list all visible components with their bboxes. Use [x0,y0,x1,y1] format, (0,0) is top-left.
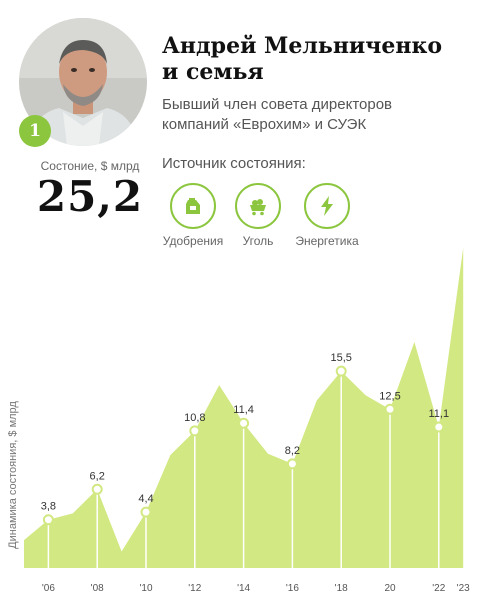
data-label-2018: 15,5 [330,352,351,364]
x-tick-label: '23 [457,583,470,594]
data-point-2022 [433,421,445,433]
source-label-coal: Уголь [242,234,274,248]
x-tick-label: '22 [432,583,445,594]
person-name-line-1: Андрей Мельниченко [162,33,443,59]
data-label-2020: 12,5 [379,390,400,402]
data-point-2016 [286,458,298,470]
data-point-2008 [91,483,103,495]
y-axis-label: Динамика состояния, $ млрд [7,401,19,549]
x-tick-label: '12 [188,583,201,594]
lightning-icon [304,183,350,229]
x-tick-label: '18 [335,583,348,594]
data-label-2010: 4,4 [138,493,153,505]
data-point-2006 [42,514,54,526]
x-tick-label: '14 [237,583,250,594]
sources-title: Источник состояния: [162,155,306,172]
person-name-line-2: и семья [162,59,264,85]
data-label-2022: 11,1 [429,408,450,420]
x-tick-label: '10 [139,583,152,594]
data-label-2008: 6,2 [90,470,105,482]
wealth-label: Состоние, $ млрд [40,159,140,173]
data-label-2014: 11,4 [233,404,254,416]
data-point-2018 [335,365,347,377]
data-point-2014 [238,417,250,429]
coal-cart-icon [235,183,281,229]
data-label-2006: 3,8 [41,501,56,513]
source-fertilizer: Удобрения [153,183,233,248]
data-point-2020 [384,403,396,415]
fertilizer-bag-icon [170,183,216,229]
x-tick-label: '16 [286,583,299,594]
person-description-line-1: Бывший член совета директоров [162,96,393,113]
x-tick-label: '08 [91,583,104,594]
x-tick-label: 20 [384,583,396,594]
source-energy: Энергетика [287,183,367,248]
source-label-energy: Энергетика [295,234,359,248]
person-description: Бывший член совета директоров компаний «… [162,95,472,135]
data-label-2012: 10,8 [184,412,205,424]
wealth-value: 25,2 [36,172,144,221]
x-tick-label: '06 [42,583,55,594]
person-name: Андрей Мельниченко и семья [162,33,472,85]
data-point-2010 [140,506,152,518]
source-coal: Уголь [218,183,298,248]
data-label-2016: 8,2 [285,445,300,457]
rank-badge: 1 [19,115,51,147]
person-description-line-2: компаний «Еврохим» и СУЭК [162,116,367,133]
area-series [24,248,464,568]
data-point-2012 [189,425,201,437]
source-label-fertilizer: Удобрения [162,234,224,248]
